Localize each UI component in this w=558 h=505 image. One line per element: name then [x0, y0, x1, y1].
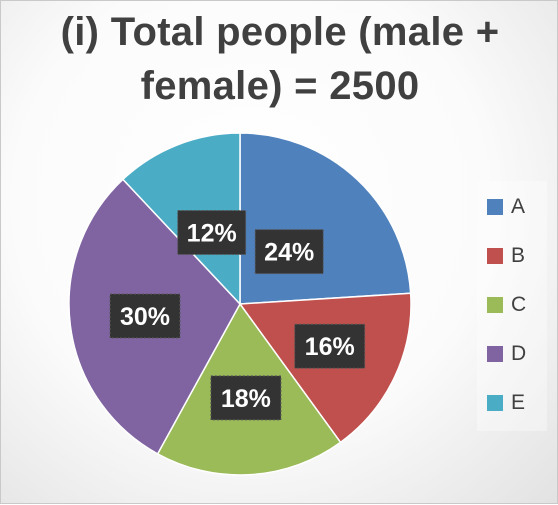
data-label-box-b	[294, 323, 366, 369]
chart-title: (i) Total people (male + female) = 2500	[1, 5, 558, 113]
legend-label-d: D	[511, 342, 527, 365]
pie-slice-a	[239, 132, 412, 305]
chart-title-line-2: female) = 2500	[140, 64, 420, 108]
data-label-e: 12%	[177, 210, 247, 255]
data-label-text-e: 12%	[187, 220, 237, 248]
legend-item-e: E	[487, 391, 525, 415]
legend-swatch-d	[487, 346, 503, 362]
legend-label-b: B	[511, 244, 526, 267]
legend-label-a: A	[511, 195, 526, 218]
legend-item-a: A	[487, 195, 525, 219]
legend-label-e: E	[511, 391, 526, 414]
legend-item-b: B	[487, 244, 525, 268]
pie-data-labels: 24% 16% 18% 30% 12%	[109, 210, 366, 421]
data-label-a: 24%	[254, 229, 324, 275]
legend-swatch-a	[487, 199, 503, 215]
legend-swatch-e	[487, 395, 503, 411]
data-label-text-a: 24%	[264, 239, 314, 267]
data-label-text-c: 18%	[221, 385, 271, 413]
legend-item-d: D	[487, 342, 526, 366]
legend-item-c: C	[487, 293, 526, 317]
data-label-text-d: 30%	[120, 303, 170, 331]
legend-label-c: C	[511, 293, 527, 316]
data-label-d: 30%	[109, 293, 181, 339]
data-label-box-e	[177, 210, 247, 255]
data-label-box-c	[210, 375, 282, 421]
data-label-c: 18%	[210, 375, 282, 421]
data-label-b: 16%	[294, 323, 366, 369]
chart-title-line-1: (i) Total people (male +	[60, 10, 500, 54]
legend-swatch-b	[487, 248, 503, 264]
legend-swatch-c	[487, 297, 503, 313]
legend: A B C D E	[477, 181, 547, 431]
data-label-text-b: 16%	[305, 333, 355, 361]
data-label-box-a	[254, 229, 324, 275]
data-label-box-d	[109, 293, 181, 339]
